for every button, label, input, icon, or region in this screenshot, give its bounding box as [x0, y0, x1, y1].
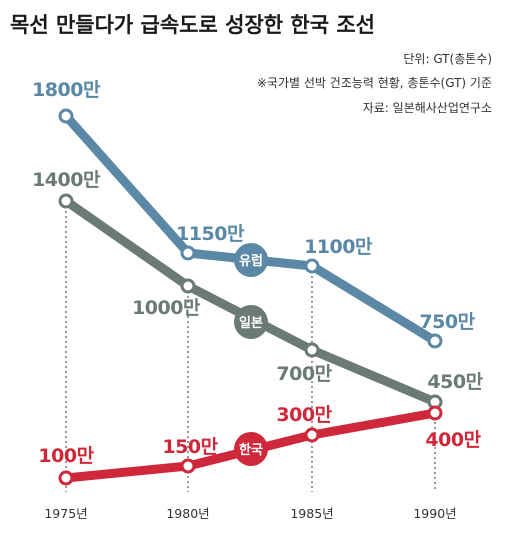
data-point-japan — [304, 342, 320, 358]
series-badge-europe — [234, 243, 268, 277]
criteria-note: ※국가별 선박 건조능력 현황, 총톤수(GT) 기준 — [257, 76, 492, 90]
series-badge-label-europe: 유럽 — [239, 254, 263, 269]
data-label-japan: 450만 — [427, 371, 483, 393]
series-badge-korea — [234, 432, 268, 466]
data-label-japan: 700만 — [276, 363, 332, 385]
source-note: 자료: 일본해사산업연구소 — [363, 101, 492, 115]
data-label-japan: 1000만 — [132, 297, 201, 319]
data-label-korea: 150만 — [162, 436, 218, 458]
data-label-korea: 100만 — [38, 445, 94, 467]
data-point-europe — [58, 108, 74, 124]
data-point-japan — [180, 278, 196, 294]
data-point-europe — [427, 333, 443, 349]
series-badge-label-korea: 한국 — [239, 442, 263, 458]
data-label-europe: 1100만 — [304, 236, 373, 258]
data-label-europe: 1150만 — [176, 223, 245, 245]
data-point-korea — [180, 458, 196, 474]
data-label-europe: 750만 — [419, 311, 475, 333]
data-point-korea — [58, 470, 74, 486]
data-point-korea — [427, 405, 443, 421]
data-label-europe: 1800만 — [32, 79, 101, 101]
data-label-korea: 300만 — [276, 404, 332, 426]
x-tick-label: 1990년 — [413, 506, 456, 521]
data-point-europe — [180, 245, 196, 261]
x-tick-label: 1985년 — [290, 506, 333, 521]
unit-note: 단위: GT(총톤수) — [403, 52, 492, 66]
chart-title: 목선 만들다가 급속도로 성장한 한국 조선 — [10, 13, 375, 37]
x-tick-label: 1975년 — [44, 506, 87, 521]
series-line-japan — [61, 196, 440, 407]
series-badge-label-japan: 일본 — [239, 316, 263, 331]
series-badge-japan — [234, 305, 268, 339]
x-tick-label: 1980년 — [166, 506, 209, 521]
plot-area: 1975년 1980년 1985년 1990년 1800만 1150만 1100만 750만 1… — [32, 79, 484, 521]
data-label-korea: 400만 — [425, 429, 481, 451]
data-point-japan — [58, 193, 74, 209]
data-point-korea — [304, 427, 320, 443]
data-label-japan: 1400만 — [32, 169, 101, 191]
data-point-europe — [304, 258, 320, 274]
